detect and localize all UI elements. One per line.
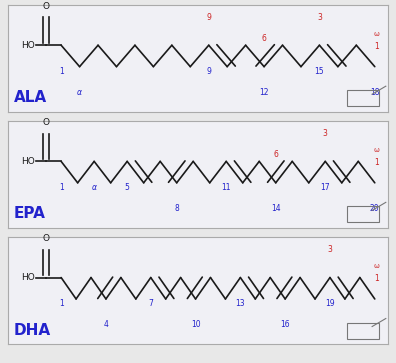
Text: 9: 9 xyxy=(206,67,211,76)
Text: 1: 1 xyxy=(59,183,63,192)
Text: O: O xyxy=(42,234,50,243)
Text: 12: 12 xyxy=(259,88,269,97)
Text: 11: 11 xyxy=(221,183,231,192)
Text: EPA: EPA xyxy=(13,206,46,221)
Text: 20: 20 xyxy=(370,204,380,213)
Text: α: α xyxy=(91,183,97,192)
Text: ω: ω xyxy=(374,147,380,153)
Text: 14: 14 xyxy=(271,204,280,213)
Text: 6: 6 xyxy=(273,150,278,159)
Text: 10: 10 xyxy=(191,321,200,329)
Text: DHA: DHA xyxy=(13,322,51,338)
Text: O: O xyxy=(42,118,50,127)
Text: HO: HO xyxy=(21,41,34,50)
Text: 9: 9 xyxy=(206,13,211,22)
Text: HO: HO xyxy=(21,157,34,166)
Text: 16: 16 xyxy=(280,321,290,329)
Text: 1: 1 xyxy=(59,67,63,76)
Text: 15: 15 xyxy=(314,67,324,76)
Text: 18: 18 xyxy=(370,88,379,97)
Text: 7: 7 xyxy=(148,299,153,308)
Text: O: O xyxy=(42,2,50,11)
Text: 3: 3 xyxy=(323,129,328,138)
Text: α: α xyxy=(77,88,82,97)
Text: 3: 3 xyxy=(327,245,332,254)
Text: 13: 13 xyxy=(236,299,245,308)
Text: HO: HO xyxy=(21,273,34,282)
Text: ALA: ALA xyxy=(13,90,47,105)
Text: 17: 17 xyxy=(320,183,330,192)
Text: 5: 5 xyxy=(125,183,129,192)
Text: ω: ω xyxy=(374,30,380,37)
Text: 1: 1 xyxy=(374,274,379,283)
Text: ω: ω xyxy=(374,263,380,269)
Text: 1: 1 xyxy=(374,158,379,167)
Text: 6: 6 xyxy=(262,34,267,43)
Text: 19: 19 xyxy=(325,299,335,308)
Text: 3: 3 xyxy=(317,13,322,22)
Text: 1: 1 xyxy=(374,42,379,50)
Text: 1: 1 xyxy=(59,299,63,308)
Text: 4: 4 xyxy=(103,321,109,329)
Text: 8: 8 xyxy=(174,204,179,213)
